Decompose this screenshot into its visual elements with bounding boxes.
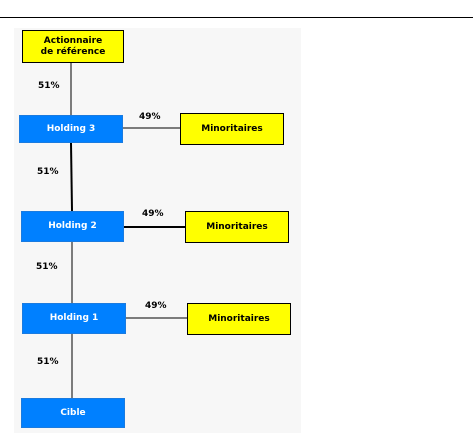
holding1-label: Holding 1 (49, 313, 99, 323)
minority-bottom-label: Minoritaires (208, 313, 270, 324)
pct-holding1-minority: 49% (145, 301, 167, 311)
holding3-box: Holding 3 (19, 115, 123, 143)
pct-holding3-minority: 49% (139, 112, 161, 122)
reference-shareholder-line1: Actionnaire (43, 35, 103, 46)
pct-holding1-to-target: 51% (37, 357, 59, 367)
reference-shareholder-line2: de référence (40, 46, 106, 57)
pct-holding2-minority: 49% (142, 209, 164, 219)
pct-ref-to-holding3: 51% (38, 81, 60, 91)
minority-top-box: Minoritaires (180, 113, 284, 145)
minority-mid-box: Minoritaires (185, 211, 289, 243)
holding3-label: Holding 3 (46, 123, 96, 134)
reference-shareholder-box: Actionnaire de référence (22, 30, 124, 63)
holding1-box: Holding 1 (22, 303, 126, 334)
minority-top-label: Minoritaires (201, 123, 263, 134)
minority-bottom-box: Minoritaires (187, 303, 291, 335)
holding2-label: Holding 2 (48, 221, 97, 231)
holding2-box: Holding 2 (21, 211, 124, 242)
connector-holding3-to-holding2 (70, 142, 73, 212)
top-divider (0, 17, 473, 18)
target-box: Cible (21, 398, 125, 428)
target-label: Cible (60, 407, 86, 418)
minority-mid-label: Minoritaires (206, 221, 268, 232)
pct-holding2-to-holding1: 51% (36, 262, 58, 272)
pct-holding3-to-holding2: 51% (37, 167, 59, 177)
